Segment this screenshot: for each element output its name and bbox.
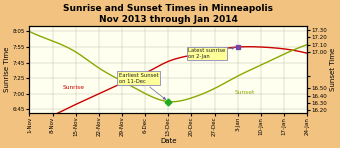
Text: Latest sunrise
on 2-Jan: Latest sunrise on 2-Jan	[188, 47, 234, 59]
Y-axis label: Sunset Time: Sunset Time	[330, 48, 336, 91]
Text: Sunset: Sunset	[234, 90, 255, 95]
Text: Sunrise: Sunrise	[63, 85, 85, 90]
Text: Earliest Sunset
on 11-Dec: Earliest Sunset on 11-Dec	[119, 73, 166, 99]
X-axis label: Date: Date	[160, 138, 176, 144]
Y-axis label: Sunrise Time: Sunrise Time	[4, 47, 10, 92]
Title: Sunrise and Sunset Times in Minneapolis
Nov 2013 through Jan 2014: Sunrise and Sunset Times in Minneapolis …	[63, 4, 273, 24]
